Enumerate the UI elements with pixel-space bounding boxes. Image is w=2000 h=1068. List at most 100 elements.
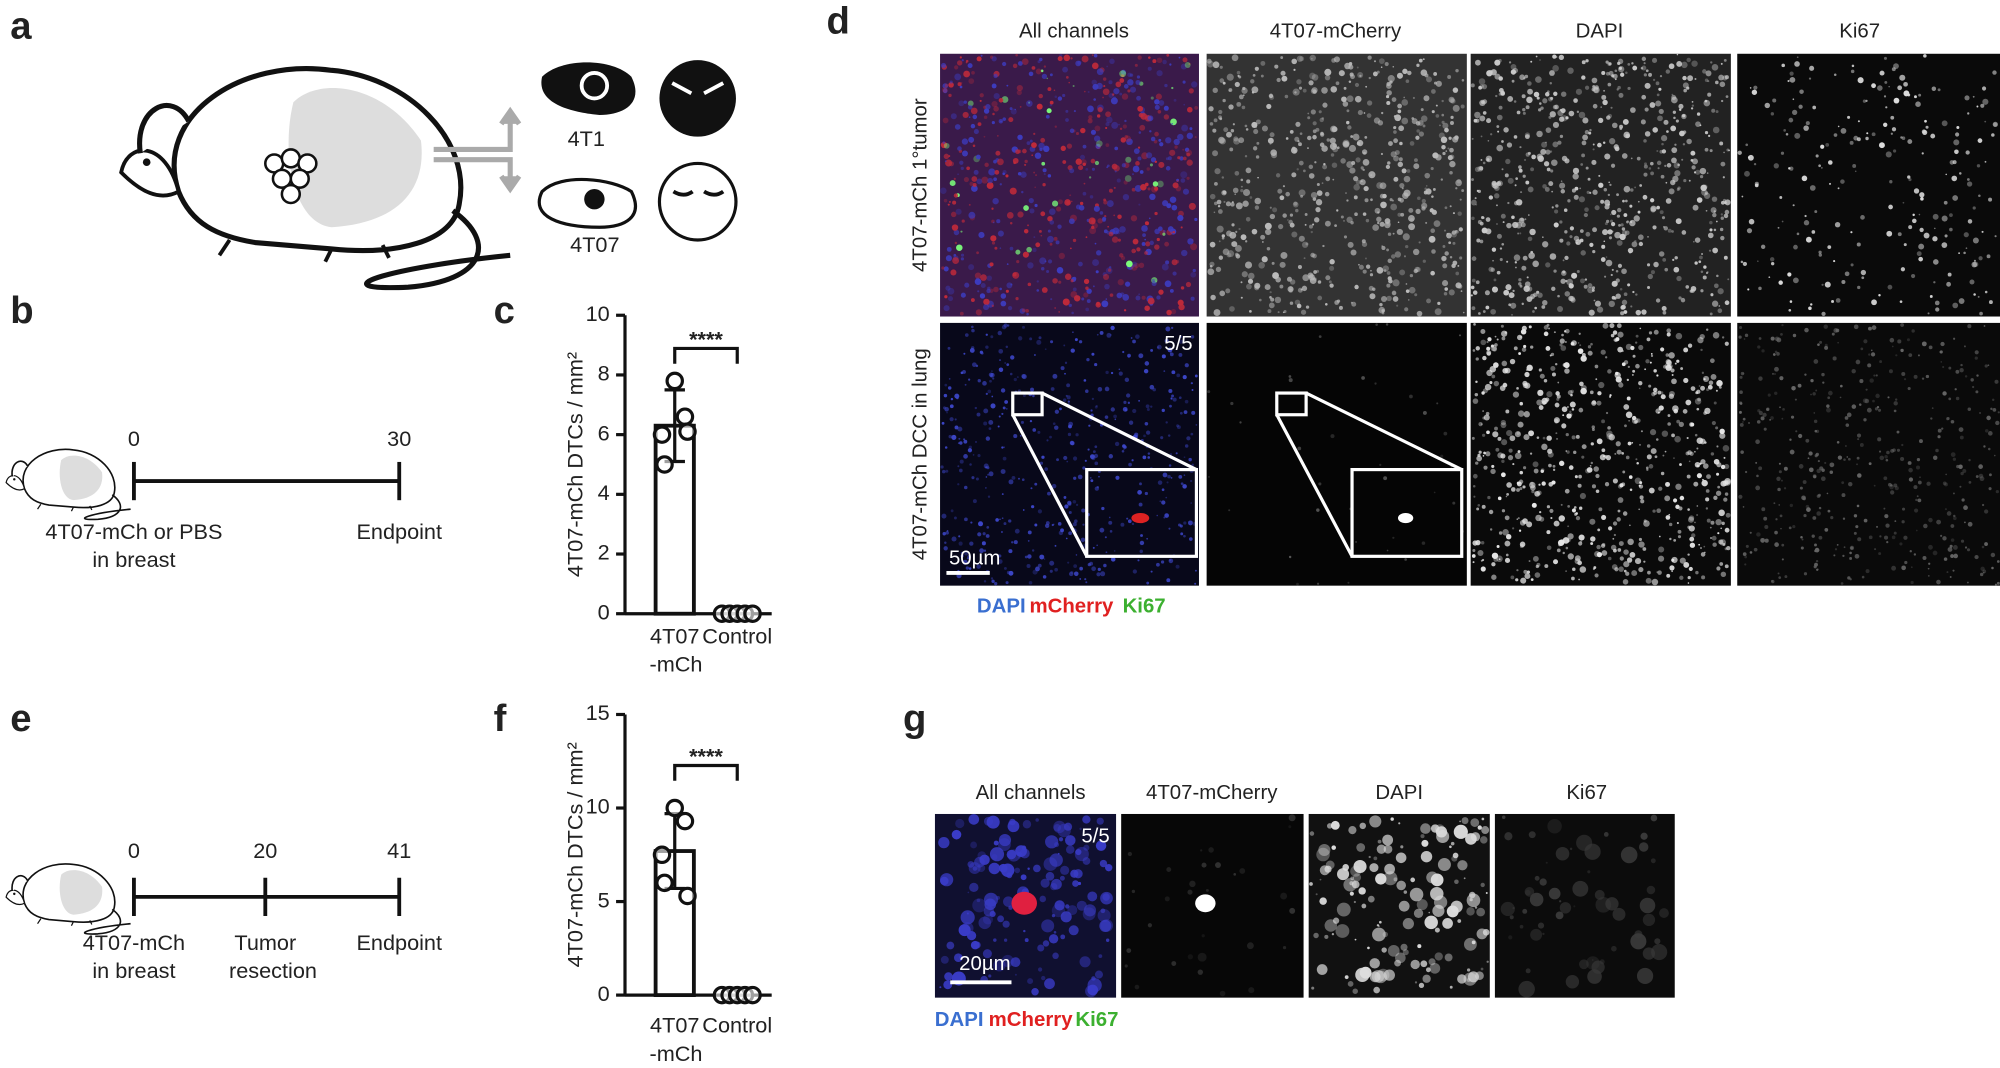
texture bbox=[1565, 546, 1569, 550]
texture bbox=[953, 253, 957, 257]
texture bbox=[1641, 309, 1647, 315]
texture bbox=[1808, 306, 1812, 311]
texture bbox=[1050, 883, 1058, 891]
texture bbox=[1015, 249, 1021, 255]
texture bbox=[1687, 576, 1691, 580]
texture bbox=[1409, 217, 1414, 223]
texture bbox=[1186, 152, 1191, 157]
texture bbox=[1373, 856, 1378, 861]
texture bbox=[1554, 104, 1559, 110]
texture bbox=[1553, 559, 1559, 565]
texture bbox=[1036, 289, 1040, 292]
texture bbox=[1472, 290, 1478, 295]
texture bbox=[1640, 430, 1643, 433]
cell-signal bbox=[1011, 891, 1037, 915]
texture bbox=[1594, 573, 1599, 578]
texture bbox=[1781, 323, 1784, 327]
texture bbox=[1354, 212, 1358, 217]
texture bbox=[1342, 864, 1350, 871]
texture bbox=[1995, 490, 1999, 494]
texture bbox=[1579, 187, 1582, 190]
texture bbox=[1082, 523, 1085, 526]
texture bbox=[1920, 197, 1924, 201]
texture bbox=[1013, 540, 1018, 545]
texture bbox=[1842, 554, 1845, 558]
texture bbox=[1611, 122, 1618, 129]
texture bbox=[963, 176, 970, 183]
texture bbox=[1554, 209, 1559, 214]
texture bbox=[1154, 244, 1160, 250]
texture bbox=[1072, 499, 1077, 504]
texture bbox=[1703, 265, 1707, 269]
texture bbox=[946, 941, 955, 950]
texture bbox=[1349, 167, 1356, 174]
texture bbox=[1907, 386, 1911, 391]
texture bbox=[1452, 212, 1455, 215]
texture bbox=[1562, 551, 1565, 555]
texture bbox=[1114, 170, 1117, 173]
texture bbox=[1000, 293, 1007, 299]
texture bbox=[1485, 892, 1488, 895]
texture bbox=[1870, 352, 1876, 357]
texture bbox=[1096, 572, 1101, 577]
texture bbox=[970, 841, 978, 849]
texture bbox=[1580, 163, 1584, 166]
texture bbox=[1603, 832, 1609, 837]
texture bbox=[1130, 215, 1138, 222]
texture bbox=[1921, 341, 1927, 347]
texture bbox=[1921, 129, 1927, 134]
texture bbox=[993, 840, 999, 846]
texture bbox=[1235, 245, 1242, 252]
texture bbox=[1549, 253, 1557, 260]
texture bbox=[1587, 350, 1593, 356]
significance-bracket bbox=[673, 763, 739, 781]
texture bbox=[1946, 416, 1950, 421]
texture bbox=[1023, 205, 1029, 211]
texture bbox=[1638, 387, 1641, 390]
texture bbox=[1133, 148, 1140, 154]
texture bbox=[1156, 346, 1160, 349]
texture bbox=[1102, 216, 1107, 221]
texture bbox=[959, 85, 963, 89]
texture bbox=[1917, 480, 1922, 485]
texture bbox=[1974, 554, 1979, 560]
texture bbox=[1836, 543, 1839, 546]
texture bbox=[1578, 332, 1581, 335]
texture bbox=[1678, 296, 1682, 300]
texture bbox=[1827, 396, 1831, 400]
texture bbox=[1439, 124, 1441, 127]
texture bbox=[1530, 60, 1533, 63]
texture bbox=[1377, 221, 1380, 225]
texture bbox=[1620, 311, 1625, 316]
texture bbox=[1255, 155, 1260, 159]
texture bbox=[1991, 566, 1994, 570]
texture bbox=[991, 579, 995, 583]
texture bbox=[1001, 493, 1004, 495]
texture bbox=[1034, 203, 1038, 208]
texture bbox=[1472, 484, 1476, 488]
tumor bbox=[264, 148, 318, 205]
texture bbox=[941, 62, 947, 69]
texture bbox=[1097, 218, 1103, 224]
texture bbox=[1657, 570, 1662, 575]
texture bbox=[1593, 299, 1596, 302]
texture bbox=[1167, 226, 1174, 232]
texture bbox=[1657, 115, 1663, 122]
texture bbox=[1810, 303, 1813, 306]
texture bbox=[1094, 160, 1100, 166]
texture bbox=[1591, 428, 1595, 432]
texture bbox=[1623, 404, 1630, 410]
texture bbox=[942, 87, 948, 93]
texture bbox=[968, 445, 972, 449]
texture bbox=[1265, 228, 1272, 236]
texture bbox=[1715, 490, 1722, 496]
texture bbox=[1380, 152, 1384, 156]
texture bbox=[1386, 248, 1389, 252]
texture bbox=[1890, 490, 1895, 495]
texture bbox=[1696, 473, 1702, 479]
texture bbox=[1145, 241, 1151, 247]
texture bbox=[1491, 574, 1497, 580]
texture bbox=[1832, 356, 1837, 361]
texture bbox=[1978, 194, 1981, 197]
texture bbox=[1853, 514, 1858, 518]
